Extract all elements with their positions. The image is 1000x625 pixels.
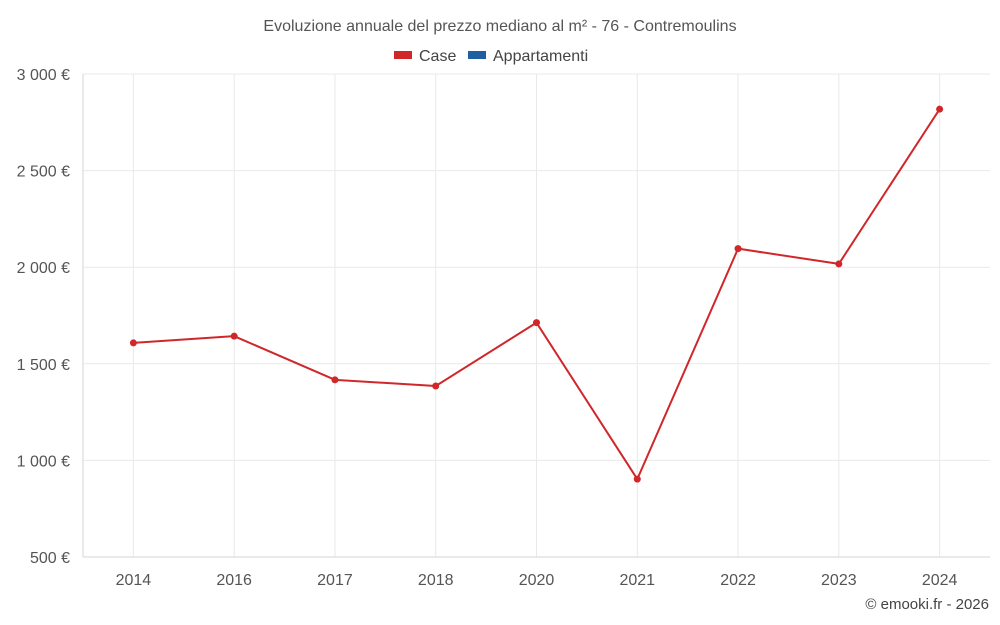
legend-label-appartamenti: Appartamenti [493, 48, 588, 65]
legend: Case Appartamenti [394, 48, 588, 65]
data-point[interactable] [835, 260, 843, 268]
data-point[interactable] [633, 475, 641, 483]
data-point[interactable] [533, 319, 540, 327]
chart-title: Evoluzione annuale del prezzo mediano al… [263, 18, 736, 35]
y-tick-label: 500 € [30, 550, 70, 567]
data-point[interactable] [432, 382, 440, 390]
y-tick-label: 1 000 € [17, 453, 70, 470]
y-tick-label: 2 500 € [17, 164, 70, 181]
x-tick-label: 2024 [922, 572, 958, 589]
data-point[interactable] [734, 245, 742, 253]
x-tick-label: 2016 [216, 572, 252, 589]
data-point[interactable] [129, 339, 137, 347]
x-tick-label: 2018 [418, 572, 454, 589]
x-tick-label: 2022 [720, 572, 756, 589]
legend-item-case[interactable]: Case [394, 48, 456, 65]
legend-item-appartamenti[interactable]: Appartamenti [468, 48, 588, 65]
legend-swatch-case [394, 51, 412, 59]
legend-label-case: Case [419, 48, 456, 65]
x-axis-ticks: 2014 2016 2017 2018 2020 2021 2022 2023 2024 [116, 572, 958, 589]
x-tick-label: 2020 [519, 572, 555, 589]
data-point[interactable] [230, 332, 238, 340]
credit-text: © emooki.fr - 2026 [865, 596, 989, 613]
x-tick-label: 2021 [619, 572, 655, 589]
x-tick-label: 2017 [317, 572, 353, 589]
data-point[interactable] [331, 376, 339, 384]
y-tick-label: 2 000 € [17, 260, 70, 277]
series [129, 105, 944, 483]
y-axis-ticks: 500 € 1 000 € 1 500 € 2 000 € 2 500 € 3 000 € [17, 67, 70, 567]
axes [82, 74, 990, 558]
grid [83, 73, 990, 557]
x-tick-label: 2023 [821, 572, 857, 589]
data-point[interactable] [936, 105, 944, 113]
x-tick-label: 2014 [116, 572, 152, 589]
legend-swatch-appartamenti [468, 51, 486, 59]
y-tick-label: 1 500 € [17, 357, 70, 374]
y-tick-label: 3 000 € [17, 67, 70, 84]
